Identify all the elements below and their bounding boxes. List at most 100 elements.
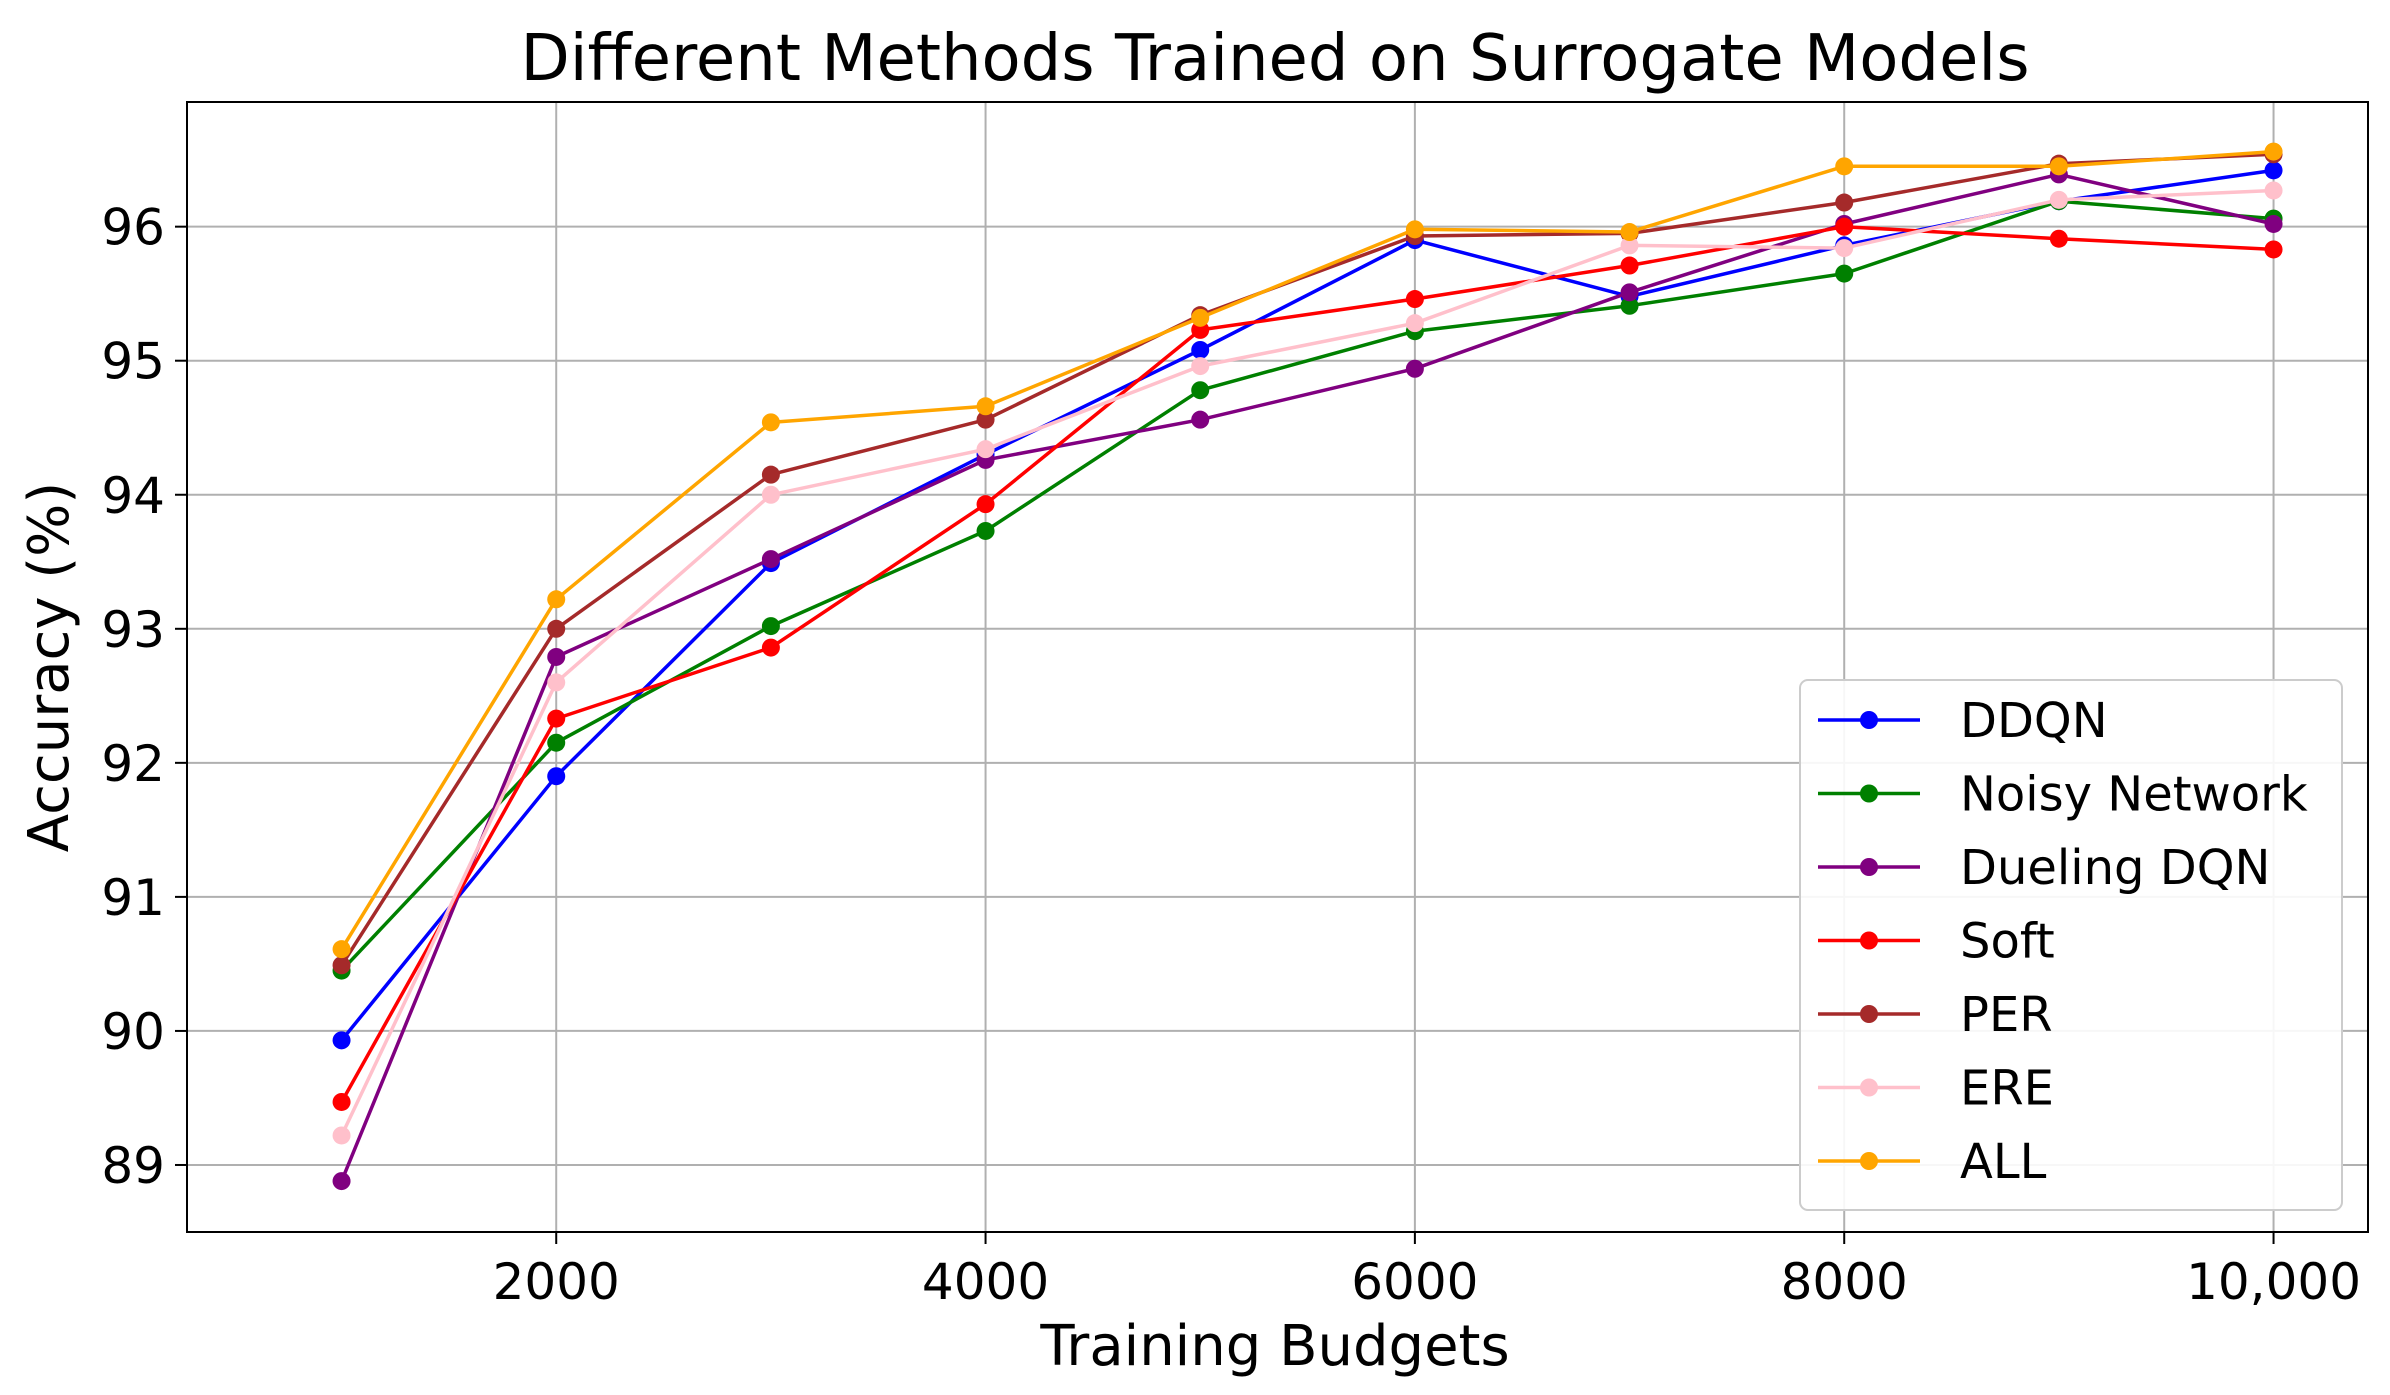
- data-point-soft: [1620, 256, 1639, 275]
- data-point-ddqn: [547, 767, 566, 786]
- y-tick-label: 92: [101, 735, 165, 793]
- legend-entry-ere: ERE: [1818, 1061, 2054, 1117]
- data-point-soft: [761, 638, 780, 657]
- series-line-dueling-dqn: [339, 172, 2274, 1182]
- y-tick-label: 95: [101, 333, 165, 391]
- legend-entry-noisy-network: Noisy Network: [1818, 767, 2308, 823]
- data-point-ddqn: [2264, 161, 2283, 180]
- series-lines: [332, 142, 2283, 1191]
- x-axis-label: Training Budgets: [1039, 1314, 1509, 1379]
- legend-box: [1799, 679, 2343, 1211]
- data-point-noisy-network: [1191, 381, 1210, 400]
- data-point-soft: [332, 1092, 351, 1111]
- chart-title: Different Methods Trained on Surrogate M…: [520, 22, 2029, 96]
- data-point-all: [332, 940, 351, 959]
- legend-marker-per: [1860, 1005, 1878, 1023]
- data-point-all: [2049, 157, 2068, 176]
- series-all: [332, 142, 2283, 959]
- data-point-soft: [1835, 217, 1854, 236]
- legend-marker-dueling-dqn: [1860, 858, 1878, 876]
- data-point-per: [1835, 193, 1854, 212]
- data-point-noisy-network: [761, 617, 780, 636]
- data-point-noisy-network: [547, 733, 566, 752]
- legend-label-noisy-network: Noisy Network: [1960, 767, 2308, 823]
- legend-marker-ddqn: [1860, 711, 1878, 729]
- legend-entry-per: PER: [1818, 987, 2053, 1043]
- legend-label-per: PER: [1960, 987, 2053, 1043]
- data-point-soft: [976, 495, 995, 514]
- data-point-dueling-dqn: [1620, 283, 1639, 302]
- y-tick-label: 90: [101, 1003, 165, 1061]
- data-point-ere: [2049, 190, 2068, 209]
- data-point-all: [1191, 308, 1210, 327]
- legend-label-dueling-dqn: Dueling DQN: [1960, 840, 2270, 896]
- data-point-dueling-dqn: [761, 550, 780, 569]
- y-tick-label: 93: [101, 601, 165, 659]
- series-line-all: [340, 149, 2274, 951]
- y-tick-label: 96: [101, 199, 165, 257]
- data-point-per: [976, 410, 995, 429]
- x-tick-label: 6000: [1351, 1253, 1478, 1311]
- data-point-all: [547, 590, 566, 609]
- series-ere: [332, 181, 2283, 1145]
- data-point-soft: [2049, 229, 2068, 248]
- legend-entry-soft: Soft: [1818, 914, 2055, 970]
- data-point-ere: [1620, 236, 1639, 255]
- y-tick-label: 89: [101, 1137, 165, 1195]
- data-point-ere: [332, 1126, 351, 1145]
- legend-entries: DDQN Noisy Network Dueling DQN Soft PER ERE AL…: [1818, 693, 2308, 1190]
- data-point-per: [547, 619, 566, 638]
- legend-entry-all: ALL: [1818, 1134, 2047, 1190]
- data-point-soft: [1405, 290, 1424, 309]
- x-tick-label: 2000: [493, 1253, 620, 1311]
- axis-ticks: 2000 4000 6000 8000 10,000 89 90 91 92 93 94 95 96: [101, 199, 2361, 1311]
- legend-marker-all: [1860, 1152, 1878, 1170]
- data-point-dueling-dqn: [2264, 214, 2283, 233]
- data-point-all: [2264, 142, 2283, 161]
- series-line-soft: [340, 224, 2274, 1103]
- data-point-dueling-dqn: [1191, 410, 1210, 429]
- y-axis-label: Accuracy (%): [17, 482, 82, 852]
- data-point-all: [1620, 223, 1639, 242]
- data-point-noisy-network: [1620, 296, 1639, 315]
- y-tick-label: 91: [101, 869, 165, 927]
- data-point-dueling-dqn: [547, 647, 566, 666]
- data-point-soft: [547, 709, 566, 728]
- data-point-ddqn: [332, 1031, 351, 1050]
- data-point-ere: [976, 440, 995, 459]
- data-point-all: [1405, 220, 1424, 239]
- data-point-ere: [2264, 181, 2283, 200]
- x-tick-label: 4000: [922, 1253, 1049, 1311]
- series-line-ere: [340, 188, 2274, 1137]
- plot-area-frame: [186, 101, 2369, 1233]
- legend-marker-ere: [1860, 1078, 1878, 1097]
- legend-label-ddqn: DDQN: [1960, 693, 2108, 749]
- legend-label-soft: Soft: [1960, 914, 2055, 970]
- legend-marker-soft: [1860, 931, 1878, 950]
- data-point-per: [761, 465, 780, 484]
- grid-lines: [187, 102, 2368, 1232]
- data-point-noisy-network: [976, 521, 995, 540]
- data-point-ddqn: [1191, 340, 1210, 359]
- data-point-all: [1835, 157, 1854, 176]
- y-tick-label: 94: [101, 467, 165, 525]
- data-point-soft: [2264, 240, 2283, 259]
- data-point-ere: [1191, 357, 1210, 376]
- data-point-ere: [547, 673, 566, 692]
- data-point-noisy-network: [1835, 264, 1854, 283]
- series-line-per: [340, 152, 2274, 967]
- data-point-all: [976, 397, 995, 416]
- legend-label-ere: ERE: [1960, 1061, 2054, 1117]
- data-point-dueling-dqn: [332, 1172, 351, 1191]
- legend: DDQN Noisy Network Dueling DQN Soft PER ERE AL…: [1799, 679, 2343, 1211]
- data-point-ere: [1835, 239, 1854, 258]
- data-point-dueling-dqn: [1405, 359, 1424, 378]
- legend-marker-noisy-network: [1860, 784, 1878, 803]
- legend-entry-dueling-dqn: Dueling DQN: [1818, 840, 2270, 896]
- data-point-per: [332, 956, 351, 975]
- x-tick-label: 8000: [1781, 1253, 1908, 1311]
- data-point-ere: [761, 485, 780, 504]
- legend-entry-ddqn: DDQN: [1818, 693, 2108, 749]
- data-point-ere: [1405, 314, 1424, 333]
